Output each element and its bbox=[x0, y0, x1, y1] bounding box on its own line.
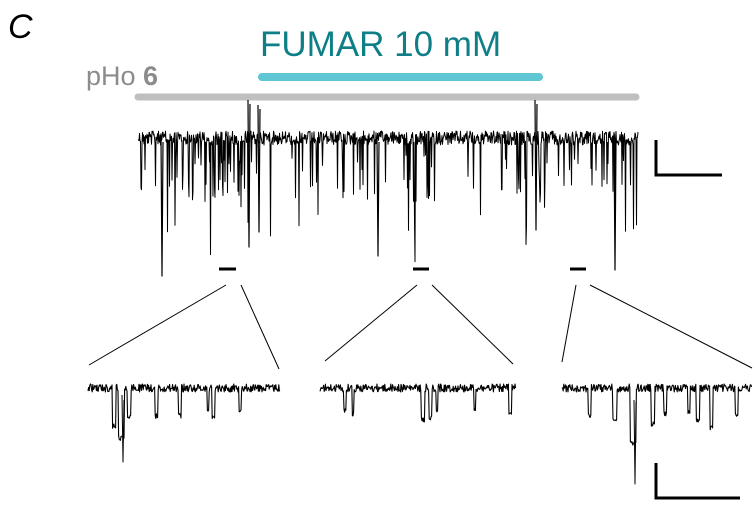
expanded-trace-3 bbox=[561, 383, 753, 485]
expansion-lines bbox=[88, 284, 753, 370]
ph-label: pHo 6 bbox=[86, 61, 158, 91]
expanded-trace-scale-bar bbox=[654, 463, 740, 500]
ph-label-prefix: pHo bbox=[86, 61, 143, 91]
drug-application-label: FUMAR 10 mM bbox=[260, 25, 501, 64]
expanded-trace-1 bbox=[87, 383, 281, 463]
ph-label-value: 6 bbox=[143, 61, 158, 91]
main-trace-scale-bar bbox=[654, 140, 722, 177]
expanded-trace-2 bbox=[319, 383, 517, 423]
main-current-trace bbox=[137, 99, 639, 277]
panel-letter: C bbox=[8, 8, 33, 46]
